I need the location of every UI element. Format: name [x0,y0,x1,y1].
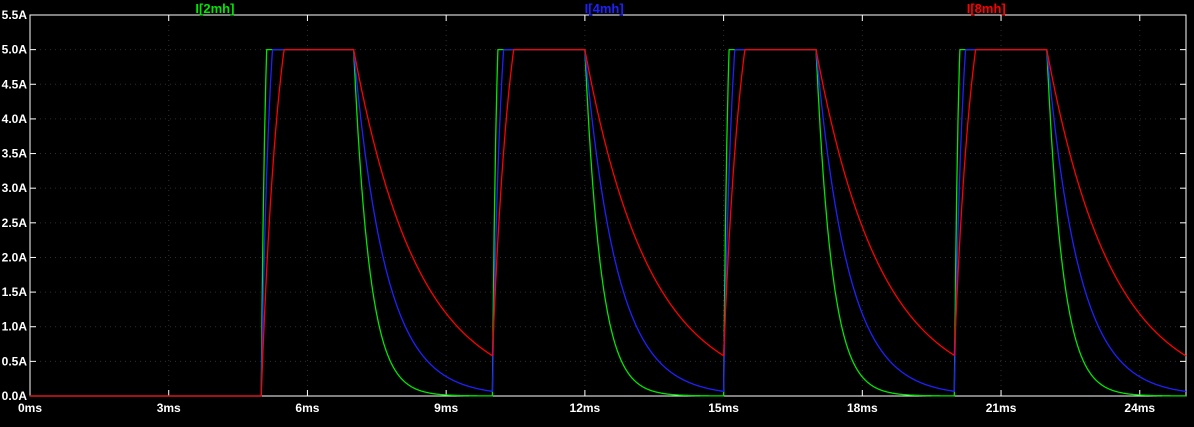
trace-label-i2mh[interactable]: I[2mh] [195,1,235,16]
y-tick-label: 2.0A [2,250,28,264]
y-tick-label: 5.5A [2,8,28,22]
trace-label-i4mh[interactable]: I[4mh] [584,1,624,16]
y-tick-label: 4.0A [2,112,28,126]
trace-legend: I[2mh] I[4mh] I[8mh] [0,0,1194,16]
x-tick-label: 18ms [847,401,878,415]
y-tick-label: 5.0A [2,43,28,57]
x-tick-label: 3ms [157,401,181,415]
y-tick-label: 4.5A [2,77,28,91]
plot-border [29,14,1187,397]
y-tick-label: 2.5A [2,216,28,230]
trace-i8mh [29,48,1187,397]
y-tick-label: 3.5A [2,147,28,161]
y-tick-label: 0.0A [2,389,28,403]
y-tick-label: 3.0A [2,181,28,195]
x-tick-label: 21ms [986,401,1017,415]
x-tick-label: 12ms [570,401,601,415]
y-tick-label: 1.5A [2,285,28,299]
trace-i4mh [29,48,1187,397]
x-tick-label: 9ms [434,401,458,415]
x-tick-label: 6ms [295,401,319,415]
trace-label-i8mh[interactable]: I[8mh] [966,1,1006,16]
y-tick-label: 0.5A [2,354,28,368]
x-tick-label: 15ms [708,401,739,415]
x-tick-label: 0ms [18,401,42,415]
y-tick-label: 1.0A [2,320,28,334]
x-tick-label: 24ms [1124,401,1155,415]
